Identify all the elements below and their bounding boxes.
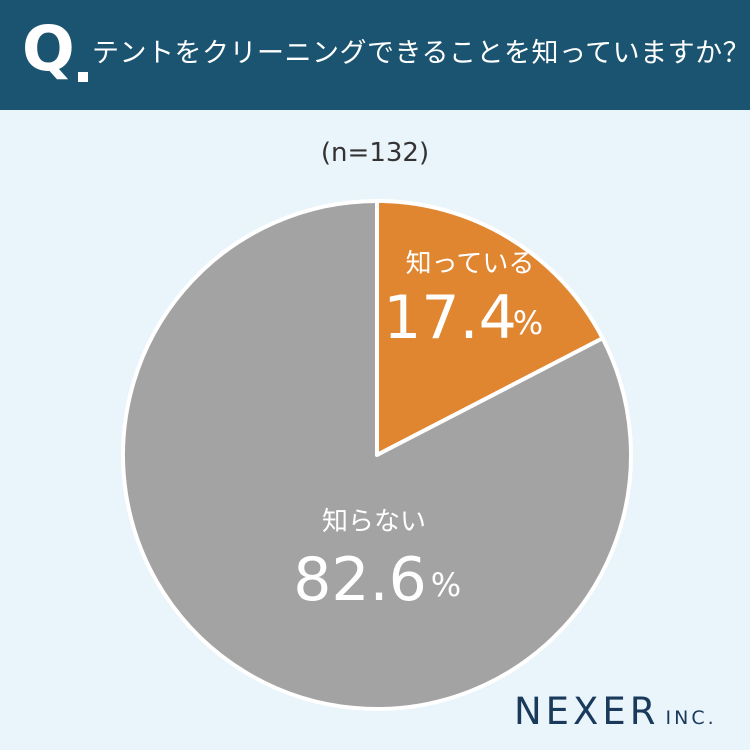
pie-slice-0 bbox=[375, 199, 605, 457]
pie-slice-1 bbox=[121, 199, 633, 711]
slice-label-0: 知っている bbox=[406, 249, 535, 279]
slice-unit-1: % bbox=[431, 566, 461, 604]
nexer-logo: NEXER INC. bbox=[514, 690, 717, 733]
slice-value-0: 17.4 bbox=[383, 283, 517, 353]
slice-value-1: 82.6 bbox=[293, 545, 427, 615]
q-mark: Q bbox=[22, 12, 75, 85]
question-header: Q テントをクリーニングできることを知っていますか？ bbox=[0, 0, 750, 110]
logo-sub: INC. bbox=[665, 707, 717, 729]
question-text: テントをクリーニングできることを知っていますか？ bbox=[92, 38, 750, 69]
slice-unit-0: % bbox=[513, 304, 543, 342]
q-dot bbox=[78, 72, 88, 82]
slice-label-1: 知らない bbox=[322, 507, 426, 537]
logo-main: NEXER bbox=[514, 690, 660, 733]
sample-size: (n=132) bbox=[320, 138, 430, 168]
